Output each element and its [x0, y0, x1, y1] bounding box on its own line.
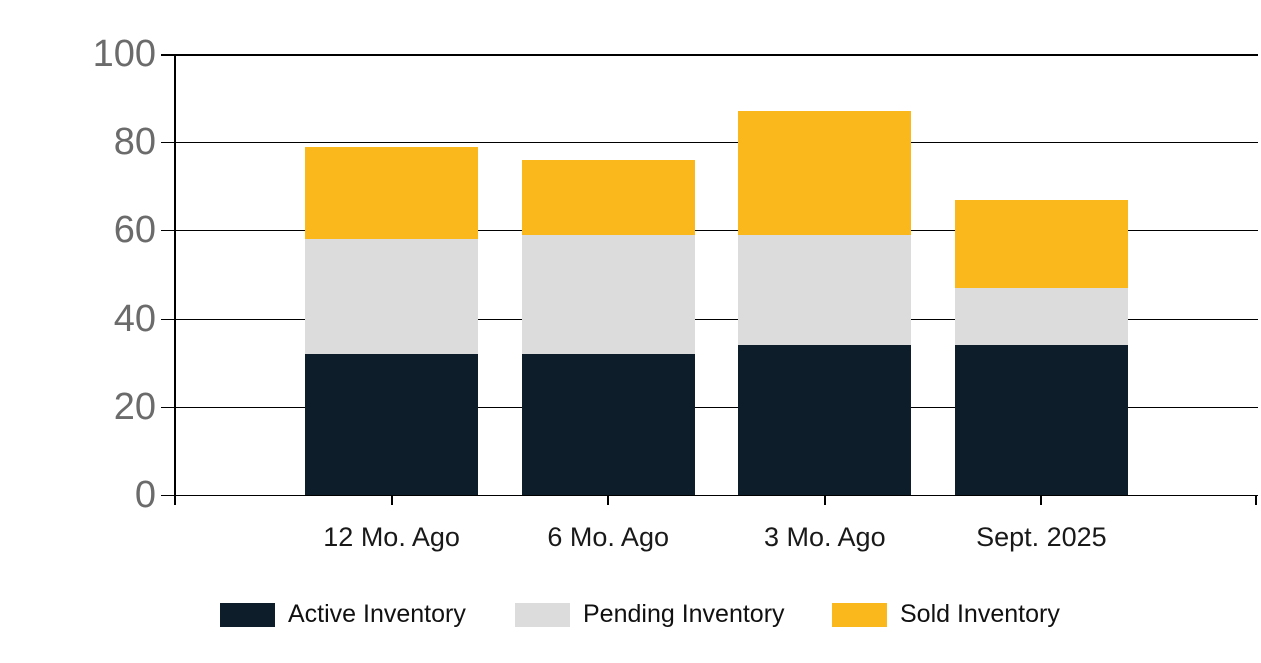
- bar-segment-active-inventory: [954, 345, 1128, 495]
- bar-segment-pending-inventory: [521, 234, 695, 354]
- x-tick-label: Sept. 2025: [976, 522, 1107, 552]
- y-tick-label: 0: [134, 474, 156, 516]
- bar-segment-pending-inventory: [305, 239, 479, 354]
- x-tick-label: 3 Mo. Ago: [764, 522, 886, 552]
- legend-item-pending-inventory: Pending Inventory: [515, 600, 785, 628]
- y-tick-label: 100: [92, 33, 156, 75]
- bar-segment-pending-inventory: [954, 287, 1128, 346]
- x-tick-label: 6 Mo. Ago: [547, 522, 669, 552]
- x-axis-tick: [390, 495, 393, 505]
- legend-label: Sold Inventory: [900, 600, 1060, 628]
- bar-segment-active-inventory: [521, 353, 695, 495]
- x-axis-tick: [823, 495, 826, 505]
- legend-item-sold-inventory: Sold Inventory: [832, 600, 1060, 628]
- gridline: [161, 142, 1258, 144]
- legend-item-active-inventory: Active Inventory: [220, 600, 466, 628]
- y-tick-label: 20: [113, 385, 156, 428]
- bar-segment-sold-inventory: [305, 146, 479, 240]
- gridline: [161, 54, 1258, 56]
- x-axis-tick: [1255, 495, 1257, 505]
- gridline: [161, 318, 1258, 320]
- gridline: [161, 495, 1258, 496]
- gridline: [161, 406, 1258, 408]
- bar-segment-sold-inventory: [954, 199, 1128, 288]
- y-tick-label: 40: [113, 297, 156, 340]
- x-axis-tick: [1040, 495, 1043, 505]
- x-axis-tick: [607, 495, 610, 505]
- bar-segment-active-inventory: [305, 353, 479, 495]
- legend-label: Active Inventory: [288, 600, 466, 628]
- bar-segment-pending-inventory: [738, 234, 912, 346]
- bar-segment-sold-inventory: [521, 159, 695, 235]
- bar-segment-active-inventory: [738, 345, 912, 495]
- y-axis-line: [174, 54, 176, 505]
- x-tick-label: 12 Mo. Ago: [323, 522, 460, 552]
- legend-swatch-icon: [515, 602, 570, 627]
- legend-swatch-icon: [220, 602, 275, 627]
- legend-swatch-icon: [832, 602, 887, 627]
- bar-segment-sold-inventory: [738, 111, 912, 235]
- gridline: [161, 230, 1258, 232]
- legend-label: Pending Inventory: [583, 600, 785, 628]
- y-tick-label: 80: [113, 121, 156, 164]
- y-tick-label: 60: [113, 209, 156, 252]
